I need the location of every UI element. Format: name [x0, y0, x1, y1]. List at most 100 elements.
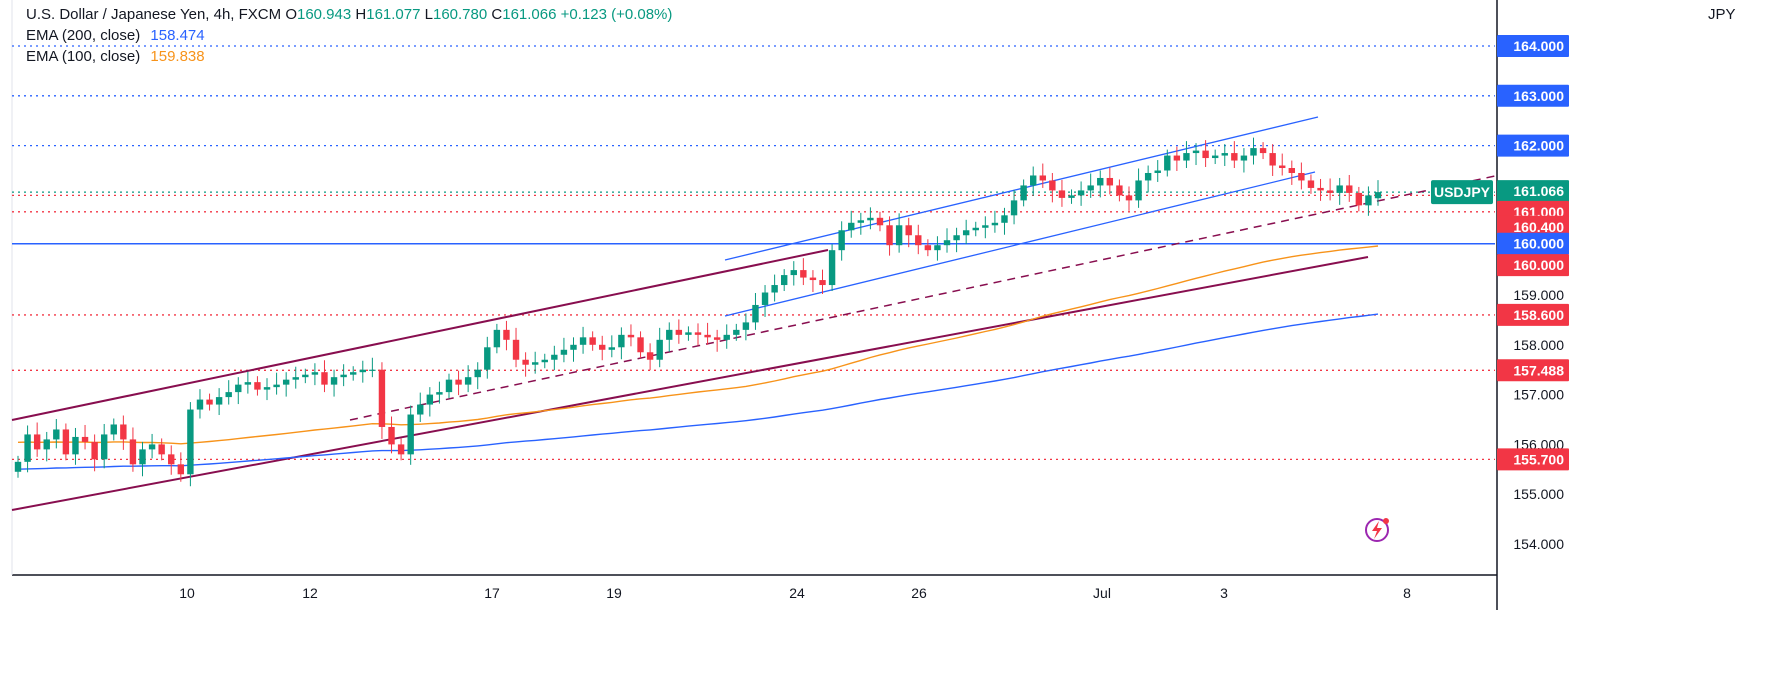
candle-body[interactable] — [713, 337, 721, 340]
candle-body[interactable] — [1020, 185, 1027, 201]
ema200-row[interactable]: EMA (200, close) 158.474 — [26, 25, 672, 46]
candle-body[interactable] — [177, 464, 185, 475]
candle-body[interactable] — [828, 250, 836, 286]
candle-body[interactable] — [627, 334, 635, 338]
candle-body[interactable] — [474, 369, 481, 378]
candle-body[interactable] — [263, 387, 271, 390]
candle-body[interactable] — [666, 329, 673, 340]
candle-body[interactable] — [972, 227, 979, 231]
inner-channel-lower[interactable] — [724, 171, 1316, 317]
candle-body[interactable] — [81, 436, 89, 442]
candle-body[interactable] — [148, 444, 156, 450]
candle-body[interactable] — [1240, 155, 1248, 161]
candle-body[interactable] — [704, 334, 711, 338]
candle-body[interactable] — [254, 382, 261, 390]
candle-body[interactable] — [33, 434, 41, 450]
candle-body[interactable] — [780, 275, 788, 286]
candle-body[interactable] — [24, 434, 31, 462]
candle-body[interactable] — [1125, 195, 1133, 201]
candle-body[interactable] — [953, 235, 960, 241]
lightning-alert-icon[interactable] — [1365, 518, 1389, 542]
candle-body[interactable] — [531, 362, 539, 365]
candle-body[interactable] — [1001, 215, 1008, 223]
candle-body[interactable] — [62, 429, 70, 455]
candle-body[interactable] — [867, 217, 874, 221]
candle-body[interactable] — [599, 344, 606, 350]
candle-body[interactable] — [1173, 155, 1181, 161]
price-tag[interactable] — [1497, 303, 1569, 326]
candle-body[interactable] — [1374, 192, 1382, 199]
candle-body[interactable] — [752, 304, 759, 323]
candle-body[interactable] — [1144, 172, 1152, 181]
candle-body[interactable] — [158, 444, 165, 455]
candle-body[interactable] — [1221, 153, 1228, 156]
candle-body[interactable] — [1211, 155, 1219, 159]
candle-body[interactable] — [742, 322, 750, 330]
candle-body[interactable] — [1097, 177, 1104, 186]
candle-body[interactable] — [417, 404, 424, 415]
candle-body[interactable] — [1039, 175, 1046, 181]
candle-body[interactable] — [924, 245, 932, 251]
candle-body[interactable] — [455, 379, 462, 385]
candle-body[interactable] — [1317, 187, 1324, 191]
candle-body[interactable] — [551, 354, 558, 360]
ema200-line[interactable] — [17, 313, 1379, 470]
candle-body[interactable] — [1192, 150, 1200, 154]
candle-body[interactable] — [493, 329, 501, 348]
candle-body[interactable] — [1288, 168, 1296, 173]
candle-body[interactable] — [1030, 175, 1037, 186]
candle-body[interactable] — [235, 384, 242, 393]
candle-body[interactable] — [1164, 155, 1171, 171]
candle-body[interactable] — [120, 424, 127, 440]
candle-body[interactable] — [905, 225, 912, 236]
candle-body[interactable] — [225, 392, 232, 398]
candle-body[interactable] — [187, 409, 194, 475]
candle-body[interactable] — [915, 235, 922, 246]
candle-body[interactable] — [72, 436, 79, 455]
candle-body[interactable] — [646, 352, 654, 360]
candle-body[interactable] — [388, 426, 395, 445]
ema100-row[interactable]: EMA (100, close) 159.838 — [26, 46, 672, 67]
candle-body[interactable] — [292, 377, 299, 380]
price-tag[interactable] — [1497, 359, 1569, 382]
candle-body[interactable] — [876, 217, 884, 226]
candle-body[interactable] — [330, 377, 338, 385]
candle-body[interactable] — [943, 240, 951, 246]
candle-body[interactable] — [541, 359, 548, 363]
candle-body[interactable] — [129, 439, 137, 465]
candle-body[interactable] — [819, 280, 826, 286]
candle-body[interactable] — [1298, 172, 1305, 181]
candle-body[interactable] — [1087, 185, 1094, 191]
candle-body[interactable] — [675, 329, 683, 335]
price-tag[interactable] — [1497, 232, 1569, 255]
currency-label[interactable]: JPY — [1708, 6, 1736, 23]
candle-body[interactable] — [579, 337, 587, 345]
candle-body[interactable] — [350, 372, 357, 375]
candle-body[interactable] — [206, 399, 213, 405]
candle-body[interactable] — [991, 222, 999, 226]
candle-body[interactable] — [43, 439, 50, 450]
candle-body[interactable] — [273, 384, 280, 388]
candle-body[interactable] — [321, 372, 328, 385]
candle-body[interactable] — [503, 329, 510, 340]
candle-body[interactable] — [809, 277, 817, 281]
candle-body[interactable] — [560, 349, 568, 355]
candle-body[interactable] — [934, 245, 941, 251]
candle-body[interactable] — [369, 369, 376, 371]
candle-body[interactable] — [1346, 185, 1353, 193]
candle-body[interactable] — [733, 329, 740, 335]
candle-body[interactable] — [359, 369, 366, 373]
candle-body[interactable] — [1307, 180, 1315, 188]
candle-body[interactable] — [838, 230, 845, 251]
candle-body[interactable] — [1355, 192, 1363, 206]
candle-body[interactable] — [1135, 180, 1142, 201]
candle-body[interactable] — [445, 379, 453, 393]
candle-body[interactable] — [857, 220, 865, 223]
candle-body[interactable] — [139, 449, 146, 465]
candle-body[interactable] — [244, 382, 252, 385]
ema100-line[interactable] — [17, 245, 1379, 445]
candle-body[interactable] — [1116, 185, 1123, 196]
candle-body[interactable] — [761, 292, 769, 305]
candle-body[interactable] — [1068, 195, 1075, 198]
